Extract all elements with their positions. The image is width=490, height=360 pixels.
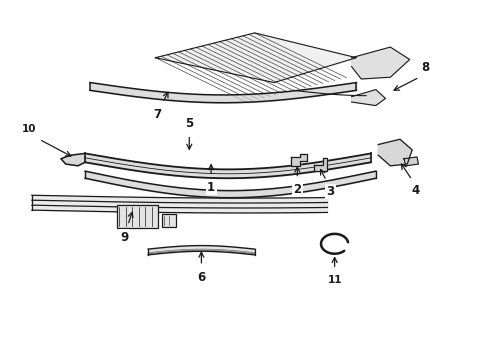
Text: 11: 11: [327, 275, 342, 285]
Text: 6: 6: [197, 271, 205, 284]
Polygon shape: [61, 153, 85, 166]
Text: 10: 10: [22, 124, 37, 134]
Polygon shape: [378, 139, 412, 166]
Text: 1: 1: [207, 181, 215, 194]
Text: 7: 7: [153, 108, 161, 121]
Polygon shape: [352, 90, 386, 105]
Bar: [117, 205, 158, 228]
Bar: [162, 215, 176, 227]
Polygon shape: [404, 157, 418, 166]
Polygon shape: [352, 47, 410, 79]
Text: 8: 8: [421, 61, 429, 74]
Polygon shape: [155, 33, 356, 82]
Polygon shape: [291, 154, 307, 166]
Text: 2: 2: [293, 183, 301, 196]
Polygon shape: [314, 158, 327, 171]
Text: 4: 4: [412, 184, 420, 197]
Text: 5: 5: [185, 117, 194, 130]
Text: 9: 9: [121, 231, 129, 244]
Text: 3: 3: [326, 185, 334, 198]
